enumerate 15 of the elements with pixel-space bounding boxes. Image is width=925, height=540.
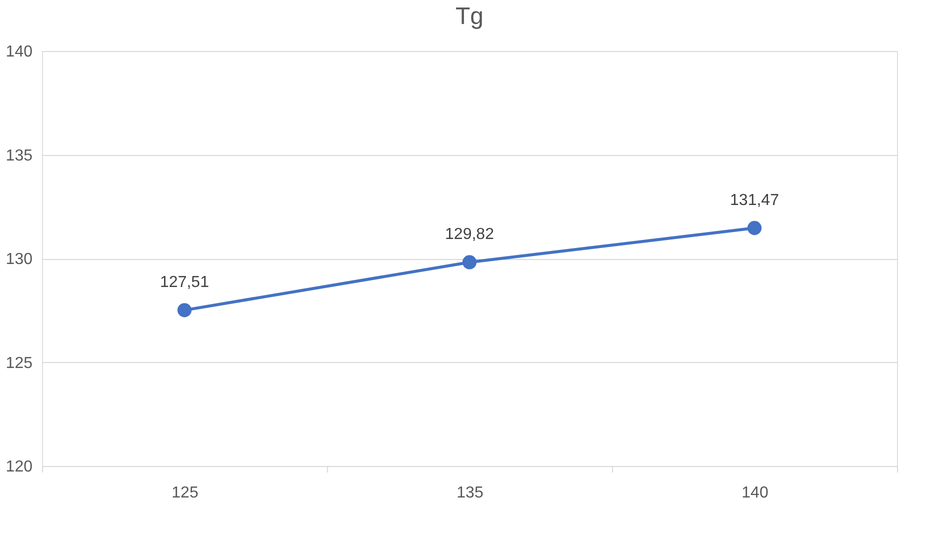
x-tick-label: 125 (172, 484, 198, 502)
y-tick-label: 125 (6, 354, 33, 372)
y-tick-label: 140 (6, 44, 33, 60)
data-label: 129,82 (445, 226, 494, 244)
chart-title: Tg (455, 3, 484, 30)
data-label: 131,47 (730, 192, 780, 209)
point (177, 303, 192, 318)
point (747, 220, 762, 236)
data-label: 127,51 (160, 274, 210, 292)
x-tick-label: 135 (456, 484, 484, 502)
point (462, 255, 477, 270)
y-tick-label: 135 (6, 147, 33, 164)
x-tick-label: 140 (742, 484, 768, 502)
y-tick-label: 120 (6, 458, 33, 476)
y-tick-label: 130 (6, 251, 33, 268)
